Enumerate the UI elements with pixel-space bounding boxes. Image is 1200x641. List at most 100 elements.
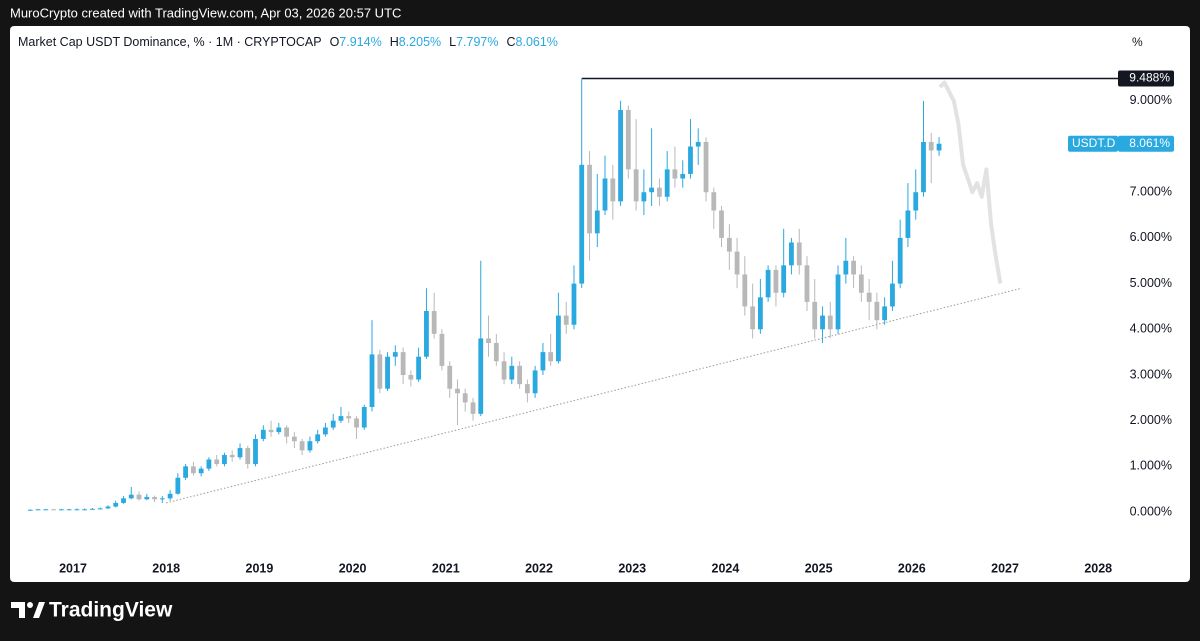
y-tick-label: 3.000% (1130, 367, 1172, 381)
y-tick-label: 1.000% (1130, 459, 1172, 473)
x-tick-label: 2027 (991, 561, 1019, 575)
candle-body (369, 354, 375, 407)
candle-body (424, 311, 429, 357)
brand-name: TradingView (49, 599, 173, 622)
candle-body (385, 356, 390, 389)
candle-body (455, 388, 460, 394)
y-tick-label: 5.000% (1130, 276, 1172, 290)
candle-body (897, 237, 903, 284)
symbol-box (1068, 135, 1118, 152)
x-tick-label: 2023 (618, 561, 646, 575)
candle-body (400, 352, 406, 375)
candle-body (206, 459, 212, 469)
candle-body (291, 436, 297, 442)
x-tick-label: 2018 (152, 561, 180, 575)
candle-body (649, 187, 655, 193)
candle-body (874, 301, 880, 321)
candle-body (493, 343, 499, 362)
ohlc-key: H (390, 35, 399, 49)
candle-body (688, 146, 693, 174)
candle-body (408, 374, 414, 380)
x-tick-label: 2022 (525, 561, 553, 575)
candle-body (524, 384, 530, 394)
candle-body (89, 508, 95, 510)
candle-body (245, 448, 251, 465)
candle-body (260, 429, 266, 439)
candle-body (757, 297, 763, 330)
candle-body (330, 420, 336, 428)
candle-body (587, 164, 592, 234)
candle-body (66, 509, 72, 511)
candle-body (191, 466, 196, 474)
candle-body (913, 192, 919, 211)
candle-body (136, 494, 142, 500)
last-price-label: 8.061% (1129, 136, 1170, 150)
logo-bar (11, 602, 25, 618)
x-tick-label: 2026 (898, 561, 926, 575)
candle-body (439, 333, 445, 366)
x-tick-label: 2017 (59, 561, 87, 575)
candle-body (121, 498, 126, 503)
candle-body (517, 365, 523, 385)
candle-body (128, 494, 134, 499)
candle-body (307, 441, 313, 451)
candle-body (144, 496, 150, 500)
candle-body (563, 315, 569, 325)
candle-body (152, 496, 157, 500)
candle-body (610, 178, 616, 202)
y-tick-label: 7.000% (1130, 185, 1172, 199)
candle-body (222, 454, 227, 465)
candle-body (58, 509, 64, 511)
candle-body (416, 356, 422, 380)
candle-body (594, 210, 600, 234)
ohlc-key: L (449, 35, 456, 49)
y-tick-label: 2.000% (1130, 413, 1172, 427)
candle-body (866, 292, 872, 302)
candle-body (602, 178, 608, 211)
brand-logo (11, 602, 45, 618)
candle-body (167, 493, 173, 499)
x-tick-label: 2025 (805, 561, 833, 575)
y-tick-label: 9.000% (1130, 93, 1172, 107)
candle-body (750, 306, 756, 330)
candle-body (183, 466, 188, 478)
x-tick-label: 2020 (339, 561, 367, 575)
candle-body (229, 454, 235, 458)
candle-body (641, 192, 647, 202)
candle-body (625, 109, 631, 170)
candle-body (921, 141, 926, 193)
candle-body (74, 509, 80, 511)
chart-title: Market Cap USDT Dominance, % · 1M · CRYP… (18, 35, 322, 49)
candle-body (657, 187, 662, 197)
candle-body (734, 251, 740, 275)
candle-body (338, 416, 344, 421)
projection (938, 80, 1003, 284)
candle-body (431, 311, 437, 334)
candle-body (936, 143, 942, 151)
legend: Market Cap USDT Dominance, % · 1M · CRYP… (18, 35, 558, 49)
candle-body (858, 274, 864, 293)
candle-body (113, 502, 119, 507)
candle-body (299, 441, 305, 451)
y-tick-label: 6.000% (1130, 230, 1172, 244)
ohlc-value: 7.914% (339, 35, 381, 49)
candle-body (835, 274, 841, 330)
candle-body (695, 141, 701, 147)
candle-body (711, 192, 717, 211)
x-tick-label: 2019 (246, 561, 274, 575)
symbol-label: USDT.D (1072, 136, 1116, 150)
last-price-box (1118, 135, 1174, 152)
candle-body (905, 210, 911, 238)
candle-body (571, 283, 577, 325)
candle-body (214, 459, 220, 465)
candle-body (82, 509, 88, 511)
candle-body (781, 265, 787, 293)
candle-body (51, 509, 57, 511)
candle-body (159, 498, 165, 500)
y-tick-label: 4.000% (1130, 322, 1172, 336)
candle-body (268, 429, 274, 433)
ohlc-key: O (330, 35, 340, 49)
candle-body (820, 315, 825, 330)
candle-body (548, 352, 554, 362)
